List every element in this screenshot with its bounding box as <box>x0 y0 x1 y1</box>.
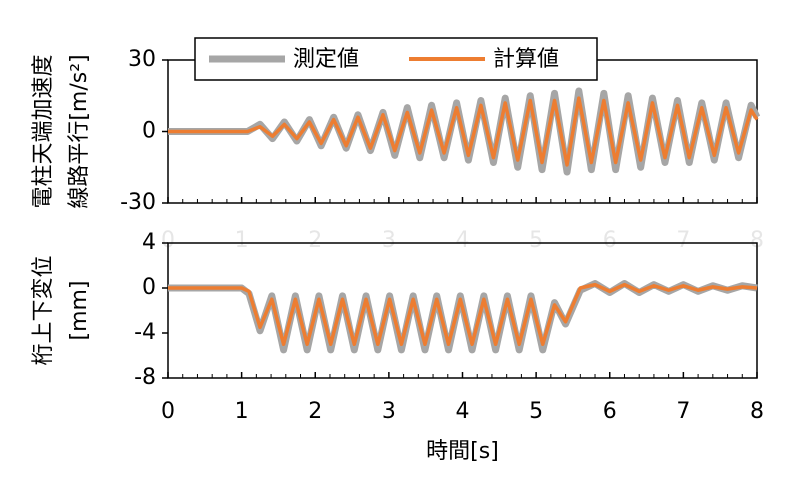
x-tick-label: 8 <box>750 399 764 424</box>
x-tick-label: 6 <box>603 399 617 424</box>
x-tick-label: 4 <box>456 399 470 424</box>
x-axis-label: 時間[s] <box>426 439 499 464</box>
series-line <box>168 282 758 346</box>
y-tick-label: -30 <box>120 190 156 215</box>
y-tick-label: 0 <box>142 275 156 300</box>
y-tick-label: 4 <box>142 230 156 255</box>
x-tick-label: 2 <box>308 228 322 253</box>
x-tick-label: 4 <box>456 228 470 253</box>
y-axis-label: 線路平行[m/s²] <box>67 54 92 208</box>
x-tick-label: 5 <box>529 399 543 424</box>
y-tick-label: -8 <box>134 365 156 390</box>
x-tick-label: 5 <box>529 228 543 253</box>
x-tick-label: 6 <box>603 228 617 253</box>
x-tick-label: 2 <box>308 399 322 424</box>
y-tick-label: 0 <box>142 119 156 144</box>
x-tick-label: 1 <box>235 228 249 253</box>
y-tick-label: -4 <box>134 320 156 345</box>
series-line <box>168 96 759 167</box>
y-axis-label: 電柱天端加速度 <box>31 54 56 208</box>
y-axis-label: 桁上下変位 <box>31 255 56 365</box>
legend-label: 計算値 <box>493 47 559 72</box>
x-tick-label: 0 <box>161 228 175 253</box>
x-tick-label: 7 <box>676 228 690 253</box>
legend-label: 測定値 <box>293 47 359 72</box>
y-axis-label: [mm] <box>67 280 92 340</box>
x-tick-label: 7 <box>676 399 690 424</box>
x-tick-label: 3 <box>382 399 396 424</box>
x-tick-label: 8 <box>750 228 764 253</box>
x-tick-label: 3 <box>382 228 396 253</box>
x-tick-label: 0 <box>161 399 175 424</box>
y-tick-label: 30 <box>128 47 156 72</box>
x-tick-label: 1 <box>235 399 249 424</box>
